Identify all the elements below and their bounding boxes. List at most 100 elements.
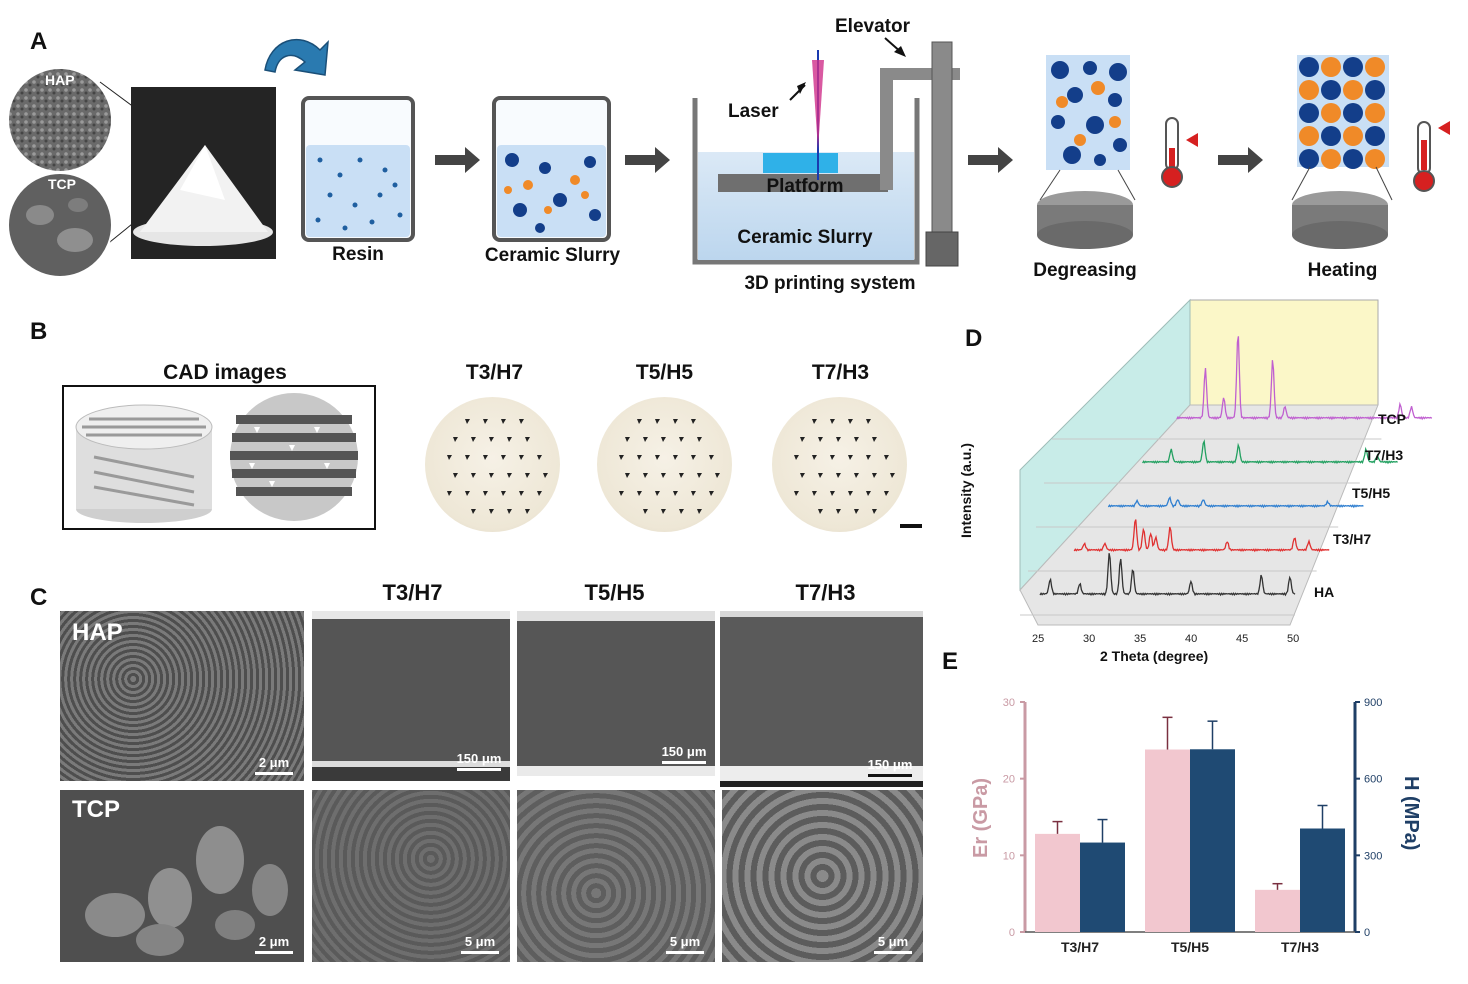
xrd-tick-label: 50 — [1287, 633, 1299, 645]
scale-label: 150 μm — [867, 757, 913, 772]
pore-mark — [673, 491, 678, 496]
lattice-particle — [1343, 80, 1363, 100]
sem-tcp: TCP 2 μm — [60, 790, 304, 962]
thermometer-icon — [1161, 117, 1198, 188]
scale-label: 5 μm — [669, 934, 701, 949]
pore-mark — [800, 437, 805, 442]
pore-mark — [453, 473, 458, 478]
xrd-line-t5h5 — [1107, 496, 1364, 509]
lattice-particle — [1321, 126, 1341, 146]
er-tick-label: 20 — [1003, 774, 1015, 786]
sem-t7h3-cross: 150 μm — [720, 611, 923, 787]
sem-t5h5-surface: 5 μm — [517, 790, 715, 962]
flow-arrow-icon — [435, 147, 480, 173]
xrd-floor — [1019, 404, 1379, 626]
pore-mark — [625, 473, 630, 478]
pore-mark — [709, 455, 714, 460]
h-axis-label: H (MPa) — [1400, 776, 1422, 851]
pore-mark — [812, 455, 817, 460]
hap-label: HAP — [45, 72, 75, 88]
pore-mark — [471, 509, 476, 514]
pore-mark — [812, 419, 817, 424]
pore-mark — [661, 509, 666, 514]
pore-mark — [519, 419, 524, 424]
panel-e-label: E — [942, 648, 959, 675]
lattice-particle — [1299, 57, 1319, 77]
pore-mark — [836, 509, 841, 514]
sem-tcp-label: TCP — [72, 796, 120, 823]
cad-images — [75, 393, 358, 523]
scale-label: 2 μm — [258, 755, 290, 770]
bar-h-t5h5 — [1190, 749, 1235, 932]
elevator-label: Elevator — [835, 16, 910, 37]
xrd-back-wall — [1189, 299, 1379, 406]
pore-mark — [483, 455, 488, 460]
printer-platform — [718, 174, 888, 192]
pore-mark — [637, 419, 642, 424]
pore-mark — [697, 437, 702, 442]
pore-mark — [848, 491, 853, 496]
pore-mark — [818, 509, 823, 514]
thermometer-icon — [1413, 121, 1450, 192]
resin-label: Resin — [332, 244, 384, 265]
xrd-series-label-t3h7: T3/H7 — [1333, 531, 1372, 547]
pore-mark — [643, 473, 648, 478]
panel-c-label: C — [30, 584, 48, 611]
lattice-particle — [1321, 57, 1341, 77]
pore-mark — [537, 491, 542, 496]
heating-label: Heating — [1307, 260, 1378, 281]
sample-pores — [447, 419, 895, 514]
pore-mark — [848, 419, 853, 424]
pore-mark — [715, 473, 720, 478]
pore-mark — [537, 455, 542, 460]
scale-label: 150 μm — [661, 744, 707, 759]
xrd-line-t7h3 — [1142, 439, 1398, 465]
lattice-particle — [1365, 149, 1385, 169]
xrd-chart: 25 30 35 40 45 50 — [1019, 298, 1433, 645]
scale-label: 2 μm — [258, 934, 290, 949]
pore-mark — [818, 473, 823, 478]
tcp-label: TCP — [48, 176, 76, 192]
sem-t7h3-surface: 5 μm — [722, 790, 923, 962]
pore-mark — [836, 437, 841, 442]
pore-mark — [507, 509, 512, 514]
pore-mark — [691, 419, 696, 424]
pore-mark — [673, 455, 678, 460]
sem-t3h7-surface: 5 μm — [312, 790, 510, 962]
pore-mark — [637, 455, 642, 460]
pore-mark — [525, 509, 530, 514]
pore-mark — [800, 473, 805, 478]
lattice-particle — [1299, 80, 1319, 100]
panel-d-label: D — [965, 325, 983, 352]
tcp-particles — [85, 826, 288, 956]
pore-mark — [709, 491, 714, 496]
sample-t7h3-title: T7/H3 — [811, 361, 870, 384]
pore-mark — [525, 437, 530, 442]
col-t5h5: T5/H5 — [584, 580, 645, 605]
lattice-particle — [1365, 80, 1385, 100]
pore-mark — [812, 491, 817, 496]
pore-mark — [854, 437, 859, 442]
xrd-xlabel: 2 Theta (degree) — [1100, 648, 1209, 664]
pore-mark — [697, 509, 702, 514]
pore-mark — [836, 473, 841, 478]
lattice-particle — [1365, 103, 1385, 123]
pore-mark — [501, 491, 506, 496]
pore-mark — [489, 509, 494, 514]
xrd-tick-label: 30 — [1083, 633, 1095, 645]
pore-mark — [854, 509, 859, 514]
pore-mark — [501, 455, 506, 460]
col-t3h7: T3/H7 — [382, 580, 443, 605]
h-tick-label: 300 — [1364, 850, 1382, 862]
pore-mark — [661, 473, 666, 478]
pore-mark — [890, 473, 895, 478]
h-tick-label: 600 — [1364, 774, 1382, 786]
pore-mark — [679, 437, 684, 442]
printing-system-label: 3D printing system — [744, 273, 916, 294]
pore-mark — [643, 437, 648, 442]
lattice-particle — [1321, 103, 1341, 123]
pore-mark — [854, 473, 859, 478]
pore-mark — [872, 509, 877, 514]
bar-er-t7h3 — [1255, 889, 1300, 932]
pore-mark — [519, 491, 524, 496]
